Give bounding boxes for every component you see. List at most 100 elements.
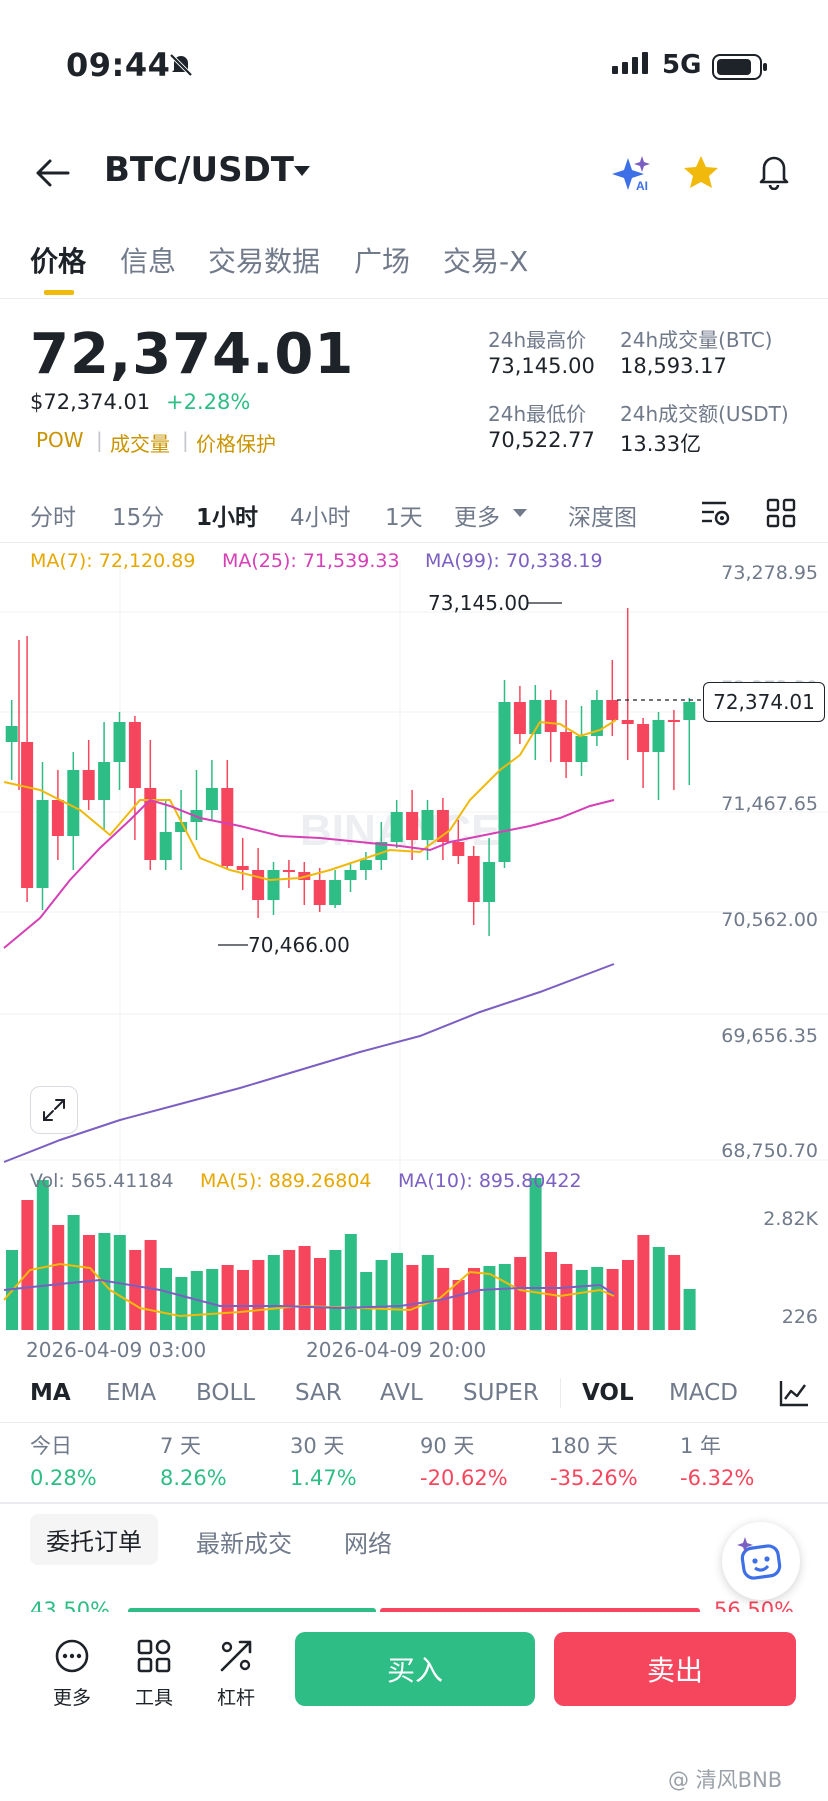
candle-body [467, 856, 480, 902]
tab-trade-data[interactable]: 交易数据 [208, 245, 321, 278]
candle-body [282, 870, 295, 872]
volume-bar [514, 1257, 527, 1330]
tab-network[interactable]: 网络 [344, 1530, 392, 1558]
perf-1y-label: 1 年 [680, 1434, 722, 1458]
candle-body [236, 866, 249, 870]
volume-bar [175, 1277, 188, 1330]
interval-more[interactable]: 更多 [454, 505, 500, 531]
interval-depth[interactable]: 深度图 [568, 505, 637, 531]
interval-1h[interactable]: 1小时 [196, 505, 259, 531]
pair-selector[interactable]: BTC/USDT [104, 150, 294, 190]
candle-body [452, 842, 465, 856]
bell-icon[interactable] [756, 152, 792, 190]
candle-body [560, 732, 573, 762]
tag-price-protection[interactable]: 价格保护 [196, 432, 276, 456]
fullscreen-button[interactable] [30, 1086, 78, 1134]
indicator-super[interactable]: SUPER [463, 1380, 539, 1406]
more-button[interactable]: 更多 [42, 1638, 102, 1710]
network-type: 5G [662, 50, 702, 80]
volume-bar [344, 1234, 357, 1330]
indicator-boll[interactable]: BOLL [196, 1380, 256, 1406]
stat-low-value: 70,522.77 [488, 428, 595, 452]
perf-90d-value: -20.62% [420, 1466, 508, 1490]
ai-sparkle-icon[interactable]: AI [610, 154, 654, 194]
star-favorite-icon[interactable] [682, 154, 720, 190]
volume-bars [6, 1178, 696, 1330]
expand-icon [43, 1099, 65, 1121]
tools-button[interactable]: 工具 [124, 1638, 184, 1710]
y-axis-label: 68,750.70 [721, 1140, 818, 1162]
candle-body [221, 788, 234, 866]
candle-body [544, 700, 557, 732]
volume-bar [545, 1252, 557, 1330]
caret-down-icon[interactable] [292, 164, 312, 178]
price-change: +2.28% [166, 390, 251, 414]
indicator-ema[interactable]: EMA [106, 1380, 157, 1406]
tab-orders[interactable]: 委托订单 [30, 1514, 158, 1565]
candle-body [51, 800, 64, 836]
tools-label: 工具 [134, 1687, 173, 1709]
chart-settings-icon[interactable] [700, 498, 732, 528]
interval-1d[interactable]: 1天 [385, 505, 423, 531]
high-annotation: 73,145.00 [428, 591, 530, 615]
last-price-marker[interactable]: 72,374.01 [703, 682, 825, 722]
tab-trade-x[interactable]: 交易-X [443, 245, 529, 278]
candle-body [144, 788, 157, 860]
leverage-button[interactable]: 杠杆 [206, 1638, 266, 1710]
tab-square[interactable]: 广场 [354, 245, 411, 278]
buy-button[interactable]: 买入 [295, 1632, 535, 1706]
volume-bar [668, 1255, 681, 1330]
interval-timeline[interactable]: 分时 [30, 505, 76, 531]
candle-body [252, 870, 265, 900]
volume-bar [575, 1270, 588, 1330]
tag-separator: | [96, 428, 103, 452]
perf-today-label: 今日 [30, 1434, 72, 1458]
stat-high-label: 24h最高价 [488, 328, 587, 352]
more-icon [55, 1639, 89, 1673]
candle-body [98, 762, 111, 800]
volume-bar [452, 1280, 465, 1330]
candle-body [590, 700, 603, 736]
perf-1y-value: -6.32% [680, 1466, 755, 1490]
candle-body [313, 880, 326, 905]
indicator-sar[interactable]: SAR [295, 1380, 342, 1406]
tab-latest-trades[interactable]: 最新成交 [196, 1530, 292, 1558]
grid-layout-icon[interactable] [766, 498, 796, 528]
caret-down-icon[interactable] [512, 508, 528, 518]
back-arrow-icon[interactable] [34, 158, 70, 188]
tools-icon [137, 1639, 171, 1673]
interval-15m[interactable]: 15分 [112, 505, 165, 531]
candles [5, 608, 696, 936]
indicator-settings-icon[interactable] [778, 1378, 810, 1408]
volume-bar [36, 1180, 49, 1330]
interval-4h[interactable]: 4小时 [290, 505, 351, 531]
divider [0, 298, 828, 299]
tag-pow[interactable]: POW [36, 428, 84, 452]
tag-separator: | [182, 428, 189, 452]
indicator-vol[interactable]: VOL [582, 1380, 634, 1406]
tab-info[interactable]: 信息 [120, 245, 177, 278]
divider [0, 1502, 828, 1504]
candle-body [205, 788, 218, 810]
ma25-line [3, 798, 615, 949]
candle-body [498, 702, 511, 862]
sell-button[interactable]: 卖出 [554, 1632, 796, 1706]
chart-grid [0, 560, 828, 1330]
volume-bar [391, 1253, 403, 1330]
indicator-avl[interactable]: AVL [380, 1380, 423, 1406]
signal-icon [612, 52, 648, 74]
ai-assistant-button[interactable] [722, 1522, 800, 1600]
indicator-macd[interactable]: MACD [669, 1380, 738, 1406]
volume-bar [683, 1289, 696, 1330]
y-axis-label: 70,562.00 [721, 909, 818, 931]
ma25-legend: MA(25): 71,539.33 [222, 550, 400, 572]
volume-bar [283, 1250, 296, 1330]
candlestick-chart[interactable]: BINANCE 73,145.00 70,466.00 [0, 540, 828, 1330]
indicator-ma[interactable]: MA [30, 1380, 71, 1406]
tag-volume[interactable]: 成交量 [110, 432, 170, 456]
candle-body [483, 862, 496, 902]
candle-body [128, 722, 141, 788]
volume-bar [314, 1258, 326, 1330]
tab-price[interactable]: 价格 [30, 245, 87, 278]
ma7-line [3, 719, 617, 882]
